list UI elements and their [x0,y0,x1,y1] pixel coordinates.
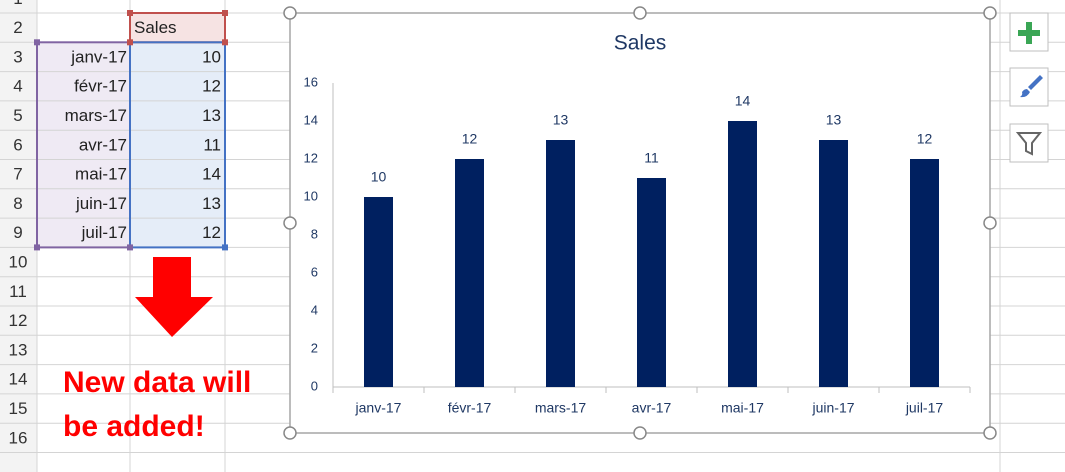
data-label: 11 [644,150,659,166]
value-cell: 12 [202,223,221,242]
value-cell: 12 [202,77,221,96]
resize-handle[interactable] [283,426,297,440]
y-tick-label: 16 [304,74,318,89]
value-cell: 13 [202,106,221,125]
row-number: 14 [9,370,28,389]
red-arrow [135,257,213,337]
handle [222,10,228,16]
date-cell: mars-17 [65,106,127,125]
x-tick-label: juin-17 [811,400,854,416]
row-number: 15 [9,399,28,418]
row-number: 4 [13,77,22,96]
row-header-bg [0,0,37,472]
resize-handle[interactable] [983,426,997,440]
x-tick-label: avr-17 [632,400,672,416]
data-label: 12 [462,131,478,147]
y-tick-label: 8 [311,226,318,241]
row-number: 16 [9,428,28,447]
row-number: 3 [13,47,22,66]
data-label: 14 [735,93,751,109]
col-b-selection [130,42,225,248]
handle [127,244,133,251]
data-label: 13 [826,112,842,128]
y-tick-label: 4 [311,302,318,317]
row-number: 9 [13,223,22,242]
row-number: 6 [13,135,22,154]
resize-handle[interactable] [633,6,647,20]
row-number: 2 [13,18,22,37]
bar [819,140,848,387]
x-tick-label: févr-17 [448,400,492,416]
y-tick-label: 0 [311,378,318,393]
header-cell: Sales [134,18,177,37]
header-selection [130,13,225,43]
bar [910,159,939,387]
date-cell: janv-17 [70,47,127,66]
bar [728,121,757,387]
row-number: 1 [13,0,22,8]
handle [127,10,133,16]
plus-icon [1018,22,1040,44]
y-tick-label: 12 [304,150,318,165]
y-tick-label: 10 [304,188,318,203]
x-tick-label: janv-17 [355,400,402,416]
row-number: 5 [13,106,22,125]
row-number: 11 [9,282,27,301]
value-cell: 11 [203,135,221,154]
bar [364,197,393,387]
col-b-border [129,41,226,249]
y-tick-label: 6 [311,264,318,279]
bar [546,140,575,387]
x-tick-label: mars-17 [535,400,587,416]
handle [222,244,228,251]
handle [222,39,228,46]
x-tick-label: juil-17 [905,400,944,416]
y-tick-label: 14 [304,112,318,127]
row-number: 7 [13,165,22,184]
resize-handle[interactable] [283,216,297,230]
chart-title: Sales [614,32,667,55]
data-label: 10 [371,169,387,185]
data-label: 12 [917,131,933,147]
handle [34,39,40,46]
col-a-selection [37,42,130,248]
value-cell: 13 [202,194,221,213]
bar [637,178,666,387]
handle [34,244,40,251]
resize-handle[interactable] [983,216,997,230]
handle [127,39,133,46]
row-number: 10 [9,253,28,272]
annotation: New data will [63,366,251,399]
data-label: 13 [553,112,569,128]
date-cell: mai-17 [75,165,127,184]
brush-icon [1020,75,1043,98]
row-number: 13 [9,340,28,359]
resize-handle[interactable] [983,6,997,20]
row-number: 8 [13,194,22,213]
date-cell: juin-17 [75,194,127,213]
date-cell: juil-17 [81,223,127,242]
date-cell: févr-17 [74,77,127,96]
y-tick-label: 2 [311,340,318,355]
annotation: be added! [63,410,205,443]
date-cell: avr-17 [79,135,127,154]
x-tick-label: mai-17 [721,400,764,416]
row-number: 12 [9,311,28,330]
value-cell: 14 [202,165,221,184]
filter-icon [1015,132,1043,156]
bar [455,159,484,387]
resize-handle[interactable] [283,6,297,20]
resize-handle[interactable] [633,426,647,440]
value-cell: 10 [202,47,221,66]
